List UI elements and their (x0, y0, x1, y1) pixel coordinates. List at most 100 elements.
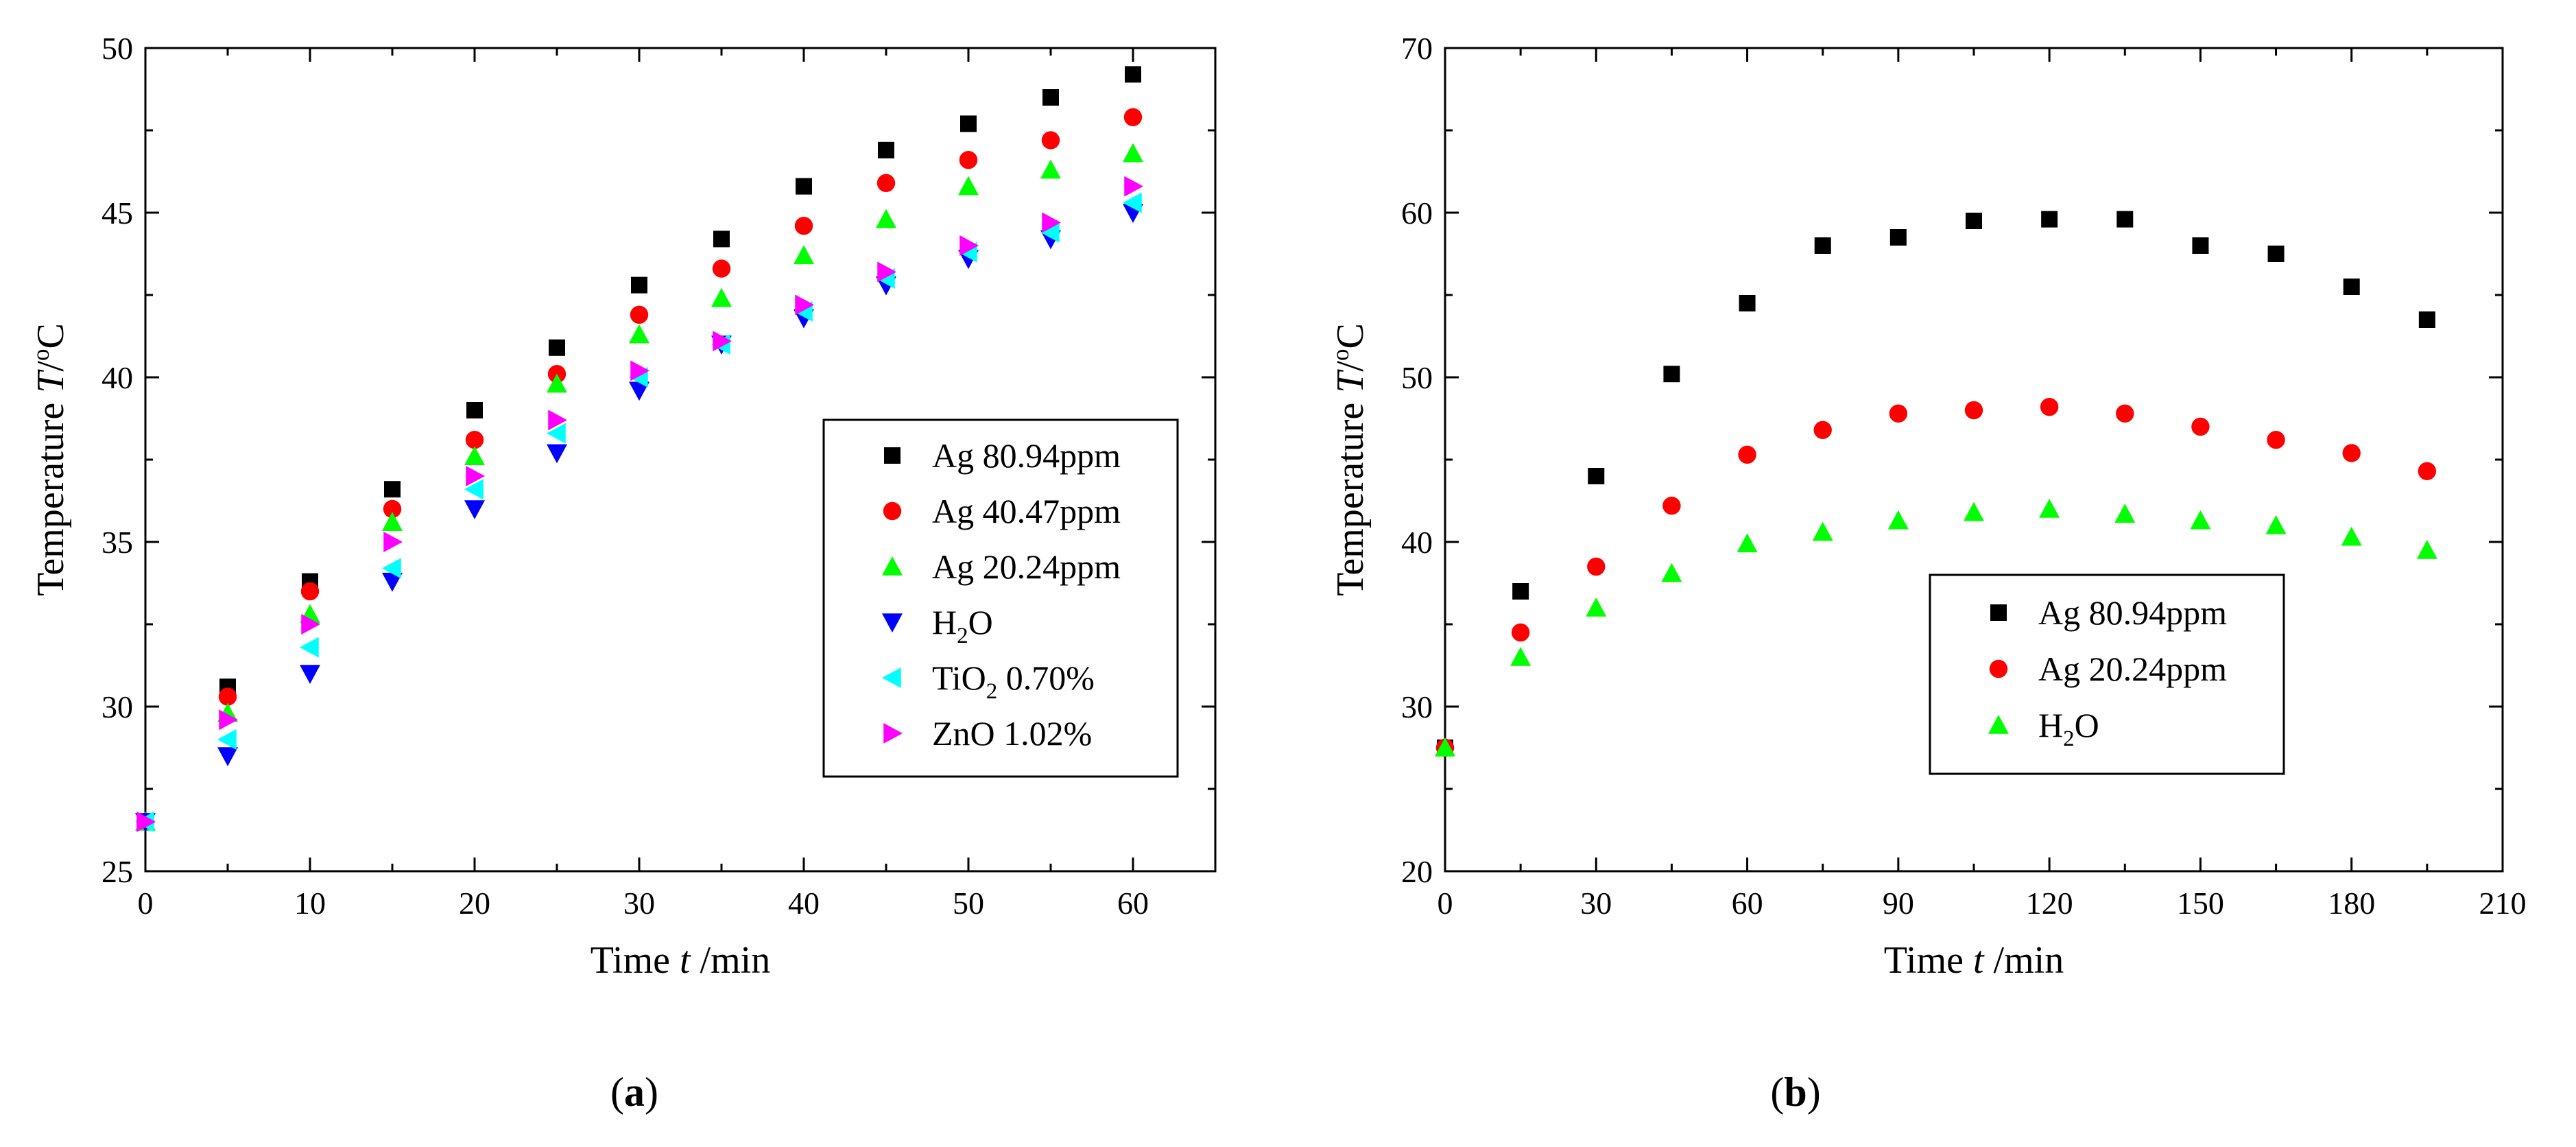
data-point (796, 178, 812, 195)
data-point (2114, 504, 2136, 523)
data-point (300, 637, 319, 658)
data-point (2418, 462, 2437, 480)
x-tick-label: 180 (2328, 886, 2375, 921)
chart-panel-b: 0 30 60 90 120 150 180 210 20 30 40 50 60 70 Time t /m… (1327, 31, 2527, 982)
data-point (1889, 404, 1908, 423)
data-point (794, 245, 814, 265)
data-point (713, 230, 730, 248)
data-point (877, 261, 896, 283)
data-point (1814, 237, 1831, 254)
data-point (464, 500, 485, 519)
data-point (1663, 366, 1680, 383)
x-tick-label: 30 (623, 886, 655, 921)
y-tick-label: 30 (102, 689, 133, 724)
legend-label: ZnO 1.02% (932, 714, 1092, 753)
data-point (629, 381, 649, 401)
data-point (1739, 295, 1756, 311)
x-tick-label: 10 (294, 886, 326, 921)
data-point (878, 141, 894, 158)
data-point (2116, 404, 2134, 423)
data-point (384, 481, 401, 498)
legend-marker (882, 613, 903, 632)
data-point (218, 687, 237, 706)
data-point (2192, 237, 2209, 254)
data-point (631, 276, 647, 294)
data-point (300, 582, 320, 601)
panel-label-a: (a) (610, 1069, 658, 1115)
y-tick-label: 40 (1401, 525, 1433, 560)
data-point (1662, 497, 1681, 515)
data-point (711, 287, 732, 307)
data-point (219, 709, 238, 731)
data-point (1964, 401, 1983, 420)
data-point (629, 324, 649, 344)
series-2 (1435, 398, 2437, 757)
data-point (549, 339, 565, 356)
y-tick-label: 25 (102, 854, 133, 889)
data-point (2343, 279, 2360, 295)
series-3 (1435, 499, 2437, 757)
y-axis-title: Temperature T/oC (1327, 323, 1372, 596)
legend-marker (1988, 715, 2009, 734)
data-point (136, 812, 156, 832)
data-point (217, 729, 237, 750)
data-point (1511, 623, 1530, 642)
legend-marker (1989, 659, 2008, 678)
data-point (1123, 108, 1143, 126)
data-point (1813, 421, 1832, 439)
data-point (876, 209, 896, 228)
data-point (1042, 212, 1061, 233)
data-point (2265, 515, 2287, 534)
data-point (1588, 468, 1605, 484)
data-point (2418, 311, 2435, 328)
data-point (1737, 533, 1758, 553)
data-point (2267, 431, 2285, 449)
legend-label: Ag 20.24ppm (2038, 650, 2227, 688)
data-point (1889, 229, 1907, 246)
legend-label: Ag 20.24ppm (932, 547, 1121, 586)
data-point (1040, 159, 1061, 179)
legend-label: TiO2 0.70% (932, 659, 1095, 704)
data-point (1435, 737, 1455, 757)
x-tick-label: 60 (1117, 886, 1149, 921)
data-point (466, 402, 483, 418)
data-point (1586, 598, 1607, 617)
legend-marker (882, 556, 903, 576)
data-point (547, 423, 566, 444)
data-point (382, 558, 401, 579)
data-point (2116, 211, 2134, 228)
data-point (794, 217, 813, 235)
data-point (1510, 647, 1531, 666)
x-tick-label: 20 (459, 886, 490, 921)
legend-marker (884, 447, 901, 464)
legend-marker (882, 667, 901, 688)
data-point (1125, 66, 1141, 83)
legend-box (822, 418, 1179, 778)
data-point (1964, 501, 1984, 521)
x-tick-label: 0 (138, 886, 154, 921)
data-point (2039, 499, 2060, 518)
legend-label: Ag 80.94ppm (932, 436, 1121, 475)
data-point (1661, 563, 1682, 582)
data-point (1124, 176, 1143, 197)
data-point (713, 331, 732, 352)
data-point (630, 360, 649, 381)
data-point (1812, 521, 1833, 541)
data-point (795, 294, 814, 316)
data-point (383, 532, 403, 552)
data-point (2341, 526, 2362, 546)
legend-label: Ag 40.47ppm (932, 492, 1121, 530)
x-tick-label: 60 (1732, 886, 1763, 921)
x-tick-label: 0 (1438, 886, 1453, 921)
data-point (959, 235, 979, 256)
data-point (548, 410, 567, 431)
panel-label-b: (b) (1770, 1069, 1820, 1115)
series-6 (136, 176, 1143, 832)
data-point (1966, 213, 1982, 229)
data-point (382, 512, 403, 531)
data-point (300, 665, 320, 684)
data-point (958, 176, 979, 196)
data-point (217, 747, 238, 766)
y-tick-label: 35 (102, 525, 133, 560)
